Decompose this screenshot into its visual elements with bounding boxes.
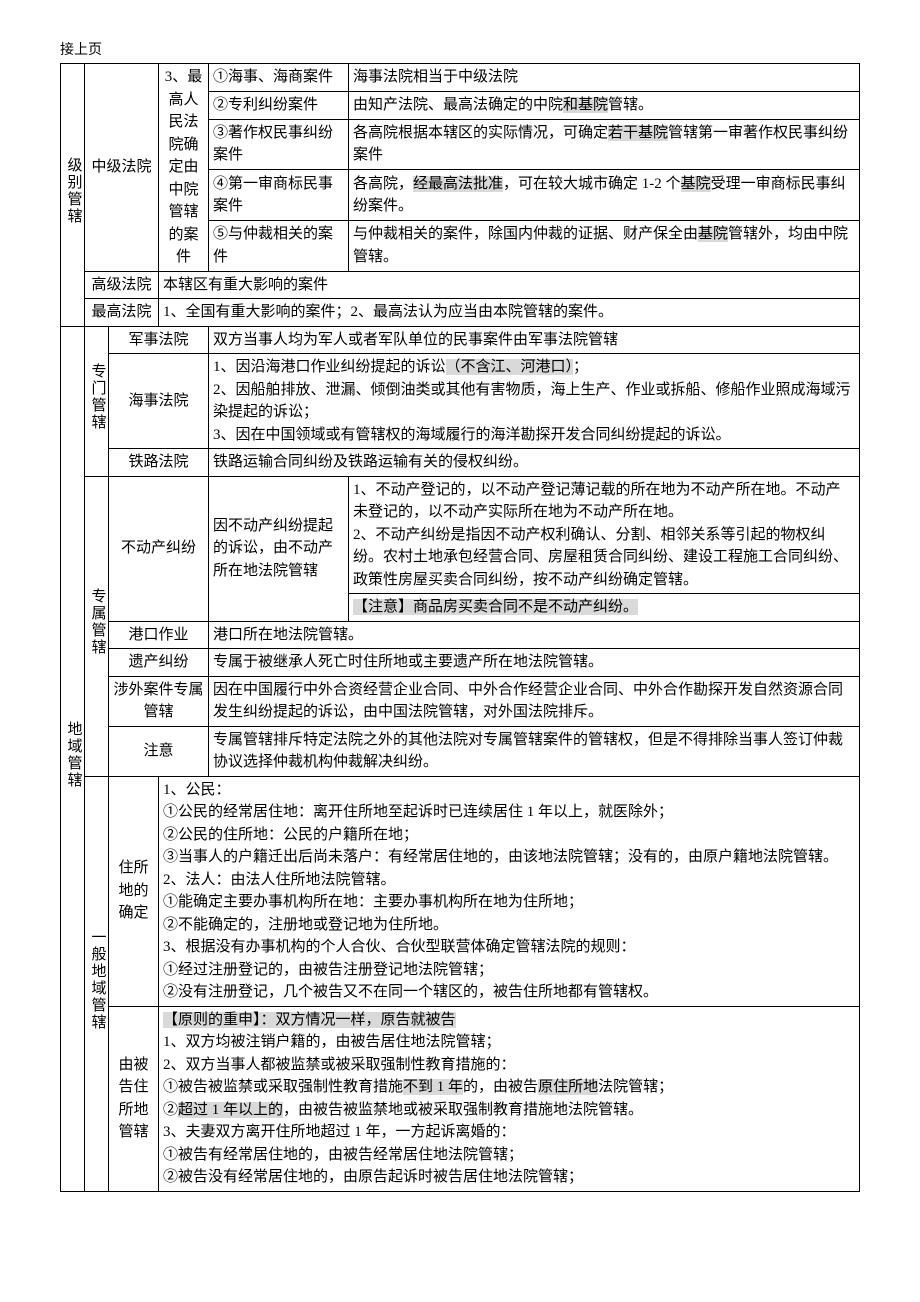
port-text: 港口所在地法院管辖。 — [209, 621, 860, 649]
maritime-text: 1、因沿海港口作业纠纷提起的诉讼（不含江、河港口）； 2、因船舶排放、泄漏、倾倒… — [209, 354, 860, 449]
row2-right: 由知产法院、最高法确定的中院和基院管辖。 — [349, 91, 860, 119]
realty-label: 不动产纠纷 — [109, 476, 209, 621]
row5-right: 与仲裁相关的案件，除国内仲裁的证据、财产保全由基院管辖外，均由中院管辖。 — [349, 220, 860, 271]
supreme-court-label: 最高法院 — [85, 299, 159, 327]
domicile-text: 1、公民： ①公民的经常居住地：离开住所地至起诉时已连续居住 1 年以上，就医除… — [159, 776, 860, 1006]
sub-header-3: 3、最高人民法院确定由中院管辖的案件 — [159, 64, 209, 272]
supreme-court-text: 1、全国有重大影响的案件；2、最高法认为应当由本院管辖的案件。 — [159, 299, 860, 327]
note-label: 注意 — [109, 726, 209, 776]
realty-r1: 1、不动产登记的，以不动产登记薄记载的所在地为不动产所在地。不动产未登记的，以不… — [349, 476, 860, 594]
maritime-court: 海事法院 — [109, 354, 209, 449]
defendant-text: 【原则的重申】：双方情况一样，原告就被告 1、双方均被注销户籍的，由被告居住地法… — [159, 1006, 860, 1191]
row3-left: ③著作权民事纠纷案件 — [209, 119, 349, 170]
continue-note: 接上页 — [60, 40, 860, 61]
inherit-text: 专属于被继承人死亡时住所地或主要遗产所在地法院管辖。 — [209, 649, 860, 677]
realty-note: 【注意】商品房买卖合同不是不动产纠纷。 — [349, 594, 860, 622]
row4-right: 各高院，经最高法批准，可在较大城市确定 1-2 个基院受理一审商标民事纠纷案件。 — [349, 170, 860, 221]
realty-sub: 因不动产纠纷提起的诉讼，由不动产所在地法院管辖 — [209, 476, 349, 621]
territory-jurisdiction-header: 地域管辖 — [61, 326, 85, 1191]
row4-left: ④第一审商标民事案件 — [209, 170, 349, 221]
general-header: 一般地域管辖 — [85, 776, 109, 1191]
row2-left: ②专利纠纷案件 — [209, 91, 349, 119]
special-dept-header: 专门管辖 — [85, 326, 109, 476]
railway-text: 铁路运输合同纠纷及铁路运输有关的侵权纠纷。 — [209, 449, 860, 477]
row3-right: 各高院根据本辖区的实际情况，可确定若干基院管辖第一审著作权民事纠纷案件 — [349, 119, 860, 170]
foreign-label: 涉外案件专属管辖 — [109, 676, 209, 726]
defendant-label: 由被告住所地管辖 — [109, 1006, 159, 1191]
foreign-text: 因在中国履行中外合资经营企业合同、中外合作经营企业合同、中外合作勘探开发自然资源… — [209, 676, 860, 726]
domicile-label: 住所地的确定 — [109, 776, 159, 1006]
inherit-label: 遗产纠纷 — [109, 649, 209, 677]
mid-court-label: 中级法院 — [85, 64, 159, 272]
railway-court: 铁路法院 — [109, 449, 209, 477]
main-table: 级别管辖 中级法院 3、最高人民法院确定由中院管辖的案件 ①海事、海商案件 海事… — [60, 63, 860, 1192]
port-label: 港口作业 — [109, 621, 209, 649]
level-jurisdiction-header: 级别管辖 — [61, 64, 85, 327]
high-court-text: 本辖区有重大影响的案件 — [159, 271, 860, 299]
row1-left: ①海事、海商案件 — [209, 64, 349, 92]
row1-right: 海事法院相当于中级法院 — [349, 64, 860, 92]
military-text: 双方当事人均为军人或者军队单位的民事案件由军事法院管辖 — [209, 326, 860, 354]
military-court: 军事法院 — [109, 326, 209, 354]
row5-left: ⑤与仲裁相关的案件 — [209, 220, 349, 271]
note-text: 专属管辖排斥特定法院之外的其他法院对专属管辖案件的管辖权，但是不得排除当事人签订… — [209, 726, 860, 776]
high-court-label: 高级法院 — [85, 271, 159, 299]
exclusive-header: 专属管辖 — [85, 476, 109, 776]
